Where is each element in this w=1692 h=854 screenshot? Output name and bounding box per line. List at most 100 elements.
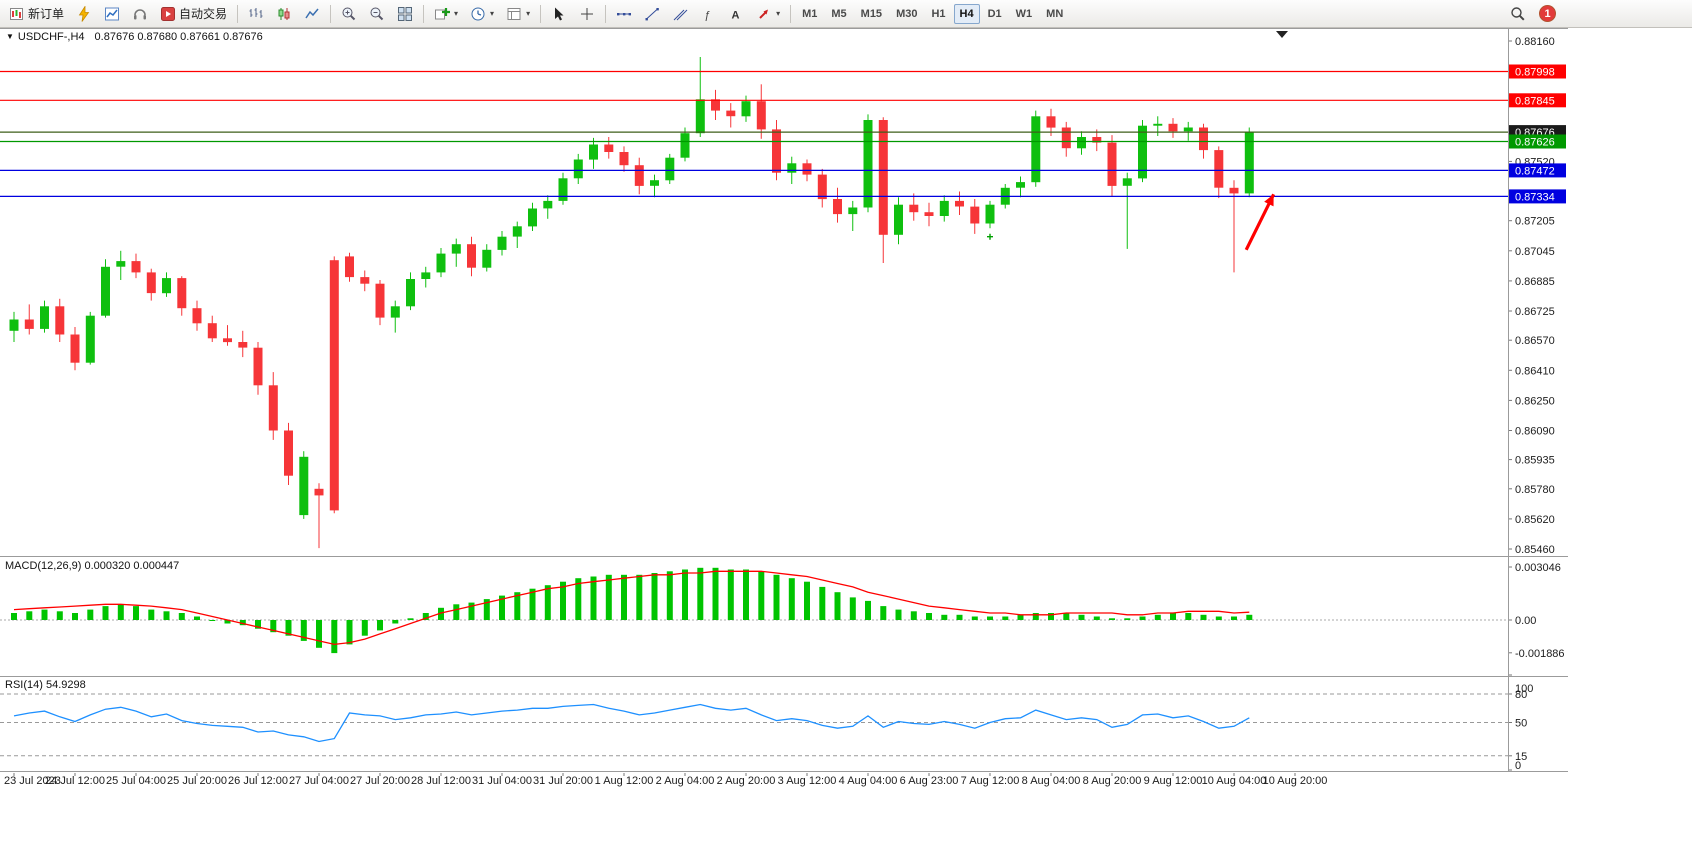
autotrading-button[interactable]: 自动交易 <box>155 2 232 26</box>
timeframe-button-m30[interactable]: M30 <box>896 7 918 20</box>
text-tool-button[interactable]: A <box>723 2 749 26</box>
notification-badge[interactable]: 1 <box>1539 5 1556 22</box>
svg-text:0.87205: 0.87205 <box>1515 216 1555 228</box>
svg-text:0.87472: 0.87472 <box>1515 165 1555 177</box>
svg-text:ƒ: ƒ <box>704 9 710 21</box>
text-tool-icon: A <box>732 9 740 21</box>
svg-text:0.86090: 0.86090 <box>1515 426 1555 438</box>
channel-tool-button[interactable] <box>667 2 693 26</box>
tile-windows-button[interactable] <box>392 2 418 26</box>
svg-text:10 Aug 20:00: 10 Aug 20:00 <box>1263 775 1328 787</box>
svg-text:0.86570: 0.86570 <box>1515 335 1555 347</box>
tile-windows-icon <box>398 6 413 21</box>
cursor-tool-button[interactable] <box>546 2 572 26</box>
new-chart-button[interactable]: ▾ <box>429 2 463 26</box>
templates-button[interactable]: ▾ <box>501 2 535 26</box>
line-chart-mode-button[interactable] <box>299 2 325 26</box>
svg-text:100: 100 <box>1515 683 1533 695</box>
svg-text:8 Aug 20:00: 8 Aug 20:00 <box>1083 775 1142 787</box>
svg-text:50: 50 <box>1515 718 1527 730</box>
candlestick-icon <box>278 7 290 20</box>
svg-text:0.85620: 0.85620 <box>1515 514 1555 526</box>
timeframe-button-h1[interactable]: H1 <box>931 7 946 20</box>
quick-trade-button[interactable] <box>71 2 97 26</box>
dropdown-caret: ▾ <box>490 9 495 18</box>
svg-text:0.87998: 0.87998 <box>1515 67 1555 79</box>
autotrading-icon <box>161 6 176 21</box>
svg-text:0.87334: 0.87334 <box>1515 191 1555 203</box>
chart-shift-marker <box>1276 31 1288 38</box>
channel-icon <box>673 9 688 20</box>
svg-text:-0.001886: -0.001886 <box>1515 648 1565 660</box>
svg-text:2 Aug 04:00: 2 Aug 04:00 <box>656 775 715 787</box>
timeframe-button-mn[interactable]: MN <box>1046 7 1064 20</box>
zoom-out-icon <box>370 7 384 20</box>
price-scale: 0.881600.875200.872050.870450.868850.867… <box>1508 36 1566 556</box>
new-order-button[interactable]: 新订单 <box>4 2 69 26</box>
svg-text:25 Jul 20:00: 25 Jul 20:00 <box>167 775 227 787</box>
toolbar-separator <box>605 4 607 23</box>
timeframe-button-m1[interactable]: M1 <box>802 7 818 20</box>
arrows-tool-button[interactable]: ▾ <box>751 2 785 26</box>
crosshair-icon <box>581 7 594 20</box>
toolbar-separator <box>790 4 792 23</box>
svg-text:0.003046: 0.003046 <box>1515 562 1561 574</box>
macd-panel: 0.003046 0.00 -0.001886 <box>0 562 1565 660</box>
svg-text:25 Jul 04:00: 25 Jul 04:00 <box>106 775 166 787</box>
svg-text:1 Aug 12:00: 1 Aug 12:00 <box>595 775 654 787</box>
profiles-button[interactable]: ▾ <box>465 2 499 26</box>
template-icon <box>507 7 521 20</box>
svg-text:8 Aug 04:00: 8 Aug 04:00 <box>1022 775 1081 787</box>
bar-chart-icon <box>249 7 263 18</box>
svg-text:0.85935: 0.85935 <box>1515 455 1555 467</box>
search-button[interactable] <box>1505 2 1531 26</box>
main-chart-panel[interactable] <box>0 31 1508 549</box>
timeframe-button-d1[interactable]: D1 <box>987 7 1002 20</box>
toolbar-separator <box>330 4 332 23</box>
market-watch-button[interactable] <box>99 2 125 26</box>
new-chart-icon <box>435 7 451 19</box>
crosshair-tool-button[interactable] <box>574 2 600 26</box>
cursor-icon <box>555 7 564 20</box>
clock-icon <box>471 7 485 20</box>
zoom-out-button[interactable] <box>364 2 390 26</box>
fibonacci-icon: ƒ <box>704 9 710 21</box>
timeframe-button-m15[interactable]: M15 <box>860 7 883 20</box>
dropdown-caret: ▾ <box>526 9 531 18</box>
search-icon <box>1511 6 1525 21</box>
main-toolbar: 新订单 自动交易 <box>0 0 1692 28</box>
svg-text:23 Jul 2023: 23 Jul 2023 <box>4 775 61 787</box>
svg-text:0.85780: 0.85780 <box>1515 484 1555 496</box>
horizontal-line-tool-button[interactable] <box>611 2 637 26</box>
svg-text:6 Aug 23:00: 6 Aug 23:00 <box>900 775 959 787</box>
svg-text:31 Jul 04:00: 31 Jul 04:00 <box>472 775 532 787</box>
timeframe-button-m5[interactable]: M5 <box>831 7 847 20</box>
svg-text:3 Aug 12:00: 3 Aug 12:00 <box>778 775 837 787</box>
dropdown-caret: ▾ <box>776 9 781 18</box>
timeframe-button-w1[interactable]: W1 <box>1015 7 1033 20</box>
candlestick-mode-button[interactable] <box>271 2 297 26</box>
svg-text:0.87626: 0.87626 <box>1515 137 1555 149</box>
timeframe-button-h4[interactable]: H4 <box>953 3 980 24</box>
new-order-label: 新订单 <box>28 7 65 21</box>
svg-text:0.87045: 0.87045 <box>1515 246 1555 258</box>
svg-text:15: 15 <box>1515 751 1527 763</box>
svg-text:9 Aug 12:00: 9 Aug 12:00 <box>1144 775 1203 787</box>
svg-text:0.86250: 0.86250 <box>1515 395 1555 407</box>
horizontal-line-icon <box>617 12 632 15</box>
svg-text:0.86410: 0.86410 <box>1515 365 1555 377</box>
svg-text:27 Jul 20:00: 27 Jul 20:00 <box>350 775 410 787</box>
trendline-icon <box>645 7 659 20</box>
bar-chart-mode-button[interactable] <box>243 2 269 26</box>
svg-text:26 Jul 12:00: 26 Jul 12:00 <box>228 775 288 787</box>
fibonacci-tool-button[interactable]: ƒ <box>695 2 721 26</box>
svg-text:10 Aug 04:00: 10 Aug 04:00 <box>1202 775 1267 787</box>
zoom-in-button[interactable] <box>336 2 362 26</box>
trendline-tool-button[interactable] <box>639 2 665 26</box>
svg-text:A: A <box>732 9 740 21</box>
support-button[interactable] <box>127 2 153 26</box>
